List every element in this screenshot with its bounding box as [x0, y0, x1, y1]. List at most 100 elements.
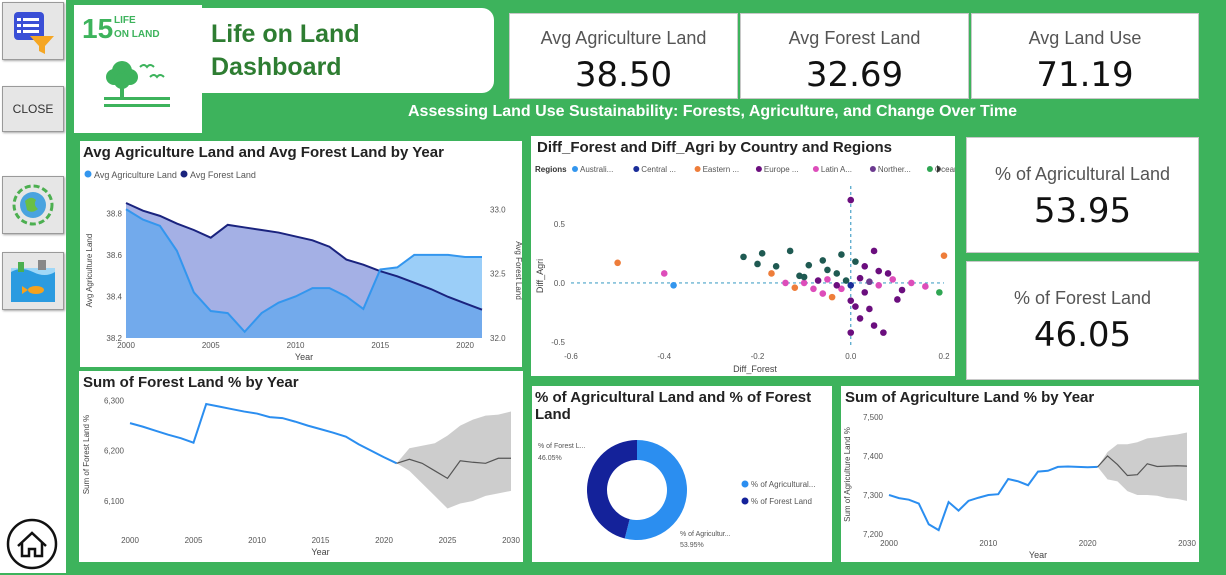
legend-marker: [180, 170, 188, 178]
scatter-point: [898, 286, 906, 294]
subtitle: Assessing Land Use Sustainability: Fores…: [408, 103, 1018, 120]
scatter-point: [758, 250, 766, 257]
x-tick-label: -0.4: [657, 352, 671, 361]
x-tick-label: 0.2: [938, 352, 950, 361]
legend-marker: [926, 166, 933, 172]
scatter-point: [838, 285, 845, 293]
area-chart: Avg Agriculture Land Avg Forest Land 2000 2…: [84, 170, 522, 362]
legend-marker: [741, 497, 749, 505]
kpi-value: 38.50: [574, 55, 673, 95]
legend-label: Avg Agriculture Land: [94, 170, 177, 180]
scatter-point: [875, 267, 883, 275]
y-axis-label: Diff_Agri: [535, 259, 545, 293]
legend-next-arrow: [937, 165, 941, 173]
chart-agri-pct-by-year: Sum of Agriculture Land % by Year 2000 20…: [841, 386, 1199, 562]
data-line: [129, 402, 398, 465]
scatter-point: [791, 284, 799, 291]
y-tick-label: 38.6: [106, 251, 122, 260]
y-axis-label: Sum of Agriculture Land %: [843, 427, 852, 522]
scatter-point: [870, 322, 878, 329]
scatter-point: [861, 289, 869, 296]
home-icon: [6, 518, 58, 570]
y-tick-label: 38.2: [106, 334, 122, 343]
x-tick-label: -0.6: [564, 352, 578, 361]
legend-label: Norther...: [878, 165, 911, 174]
forecast-line: [1097, 455, 1188, 477]
scatter-point: [614, 259, 621, 267]
scatter-point: [922, 283, 929, 290]
x-tick-label: 2020: [456, 341, 474, 350]
legend-label: % of Agricultural...: [751, 480, 815, 489]
scatter-point: [819, 257, 827, 264]
legend-label: Avg Forest Land: [190, 170, 256, 180]
sidebar: CLOSE: [0, 0, 69, 573]
chart-scatter-diff: Diff_Forest and Diff_Agri by Country and…: [531, 136, 955, 376]
y2-tick-label: 32.0: [490, 334, 506, 343]
chart-title: Sum of Forest Land % by Year: [83, 374, 299, 391]
y-tick-label: 7,400: [863, 452, 884, 461]
chart-title: Avg Agriculture Land and Avg Forest Land…: [83, 144, 444, 161]
donut-chart: % of Forest L... 46.05% % of Agricultur...…: [538, 440, 815, 549]
y-axis-label: Sum of Forest Land %: [82, 415, 91, 495]
legend-title: Regions: [535, 165, 567, 174]
globe-nav-button[interactable]: [2, 176, 64, 234]
scatter-point: [940, 252, 948, 259]
scatter-point: [856, 315, 864, 322]
sdg-badge: 15 LIFE ON LAND: [74, 5, 202, 133]
scatter-point: [838, 251, 845, 258]
scatter-point: [936, 289, 943, 296]
kpi-value: 53.95: [1033, 191, 1132, 231]
chart-title: Diff_Forest and Diff_Agri by Country and…: [537, 139, 893, 156]
y-tick-label: 7,500: [863, 413, 884, 422]
legend-label: Oceania: [935, 165, 955, 174]
scatter-point: [894, 296, 901, 303]
y-tick-label: 7,200: [863, 530, 884, 539]
kpi-pct-agricultural: % of Agricultural Land 53.95: [966, 137, 1199, 253]
scatter-point: [824, 276, 831, 283]
kpi-label: % of Agricultural Land: [994, 164, 1171, 184]
agriculture-line: [125, 208, 482, 334]
data-line: [888, 465, 1098, 532]
badge-number: 15: [82, 13, 114, 44]
chart-donut-land-split: % of Agricultural Land and % of Forest L…: [532, 386, 832, 562]
y-axis-label: Avg Agriculture Land: [85, 234, 94, 308]
scatter-point: [819, 290, 827, 297]
legend-label: Eastern ...: [703, 165, 739, 174]
scatter-point: [754, 260, 761, 268]
scatter-point: [866, 278, 873, 286]
home-button[interactable]: [4, 518, 60, 575]
x-tick-label: 2025: [439, 536, 457, 545]
chart-title: % of Agricultural Land and % of Forest L…: [535, 389, 812, 423]
scatter-point: [833, 270, 841, 277]
scatter-point: [852, 258, 859, 265]
x-axis-label: Diff_Forest: [733, 364, 777, 374]
close-button[interactable]: CLOSE: [2, 86, 64, 132]
legend-marker: [812, 166, 819, 172]
donut-slice: [587, 440, 637, 539]
badge-text-line1: LIFE: [114, 15, 136, 26]
y-tick-label: 38.8: [106, 209, 122, 218]
y2-tick-label: 33.0: [490, 205, 506, 214]
filter-panel-button[interactable]: [2, 2, 64, 60]
x-tick-label: 2020: [375, 536, 393, 545]
legend-label: % of Forest Land: [751, 497, 812, 506]
filter-icon: [14, 12, 54, 54]
scatter-chart: Regions Australi... Central ... Eastern ...…: [535, 165, 955, 374]
forecast-line: [396, 457, 511, 480]
scatter-point: [805, 261, 813, 269]
kpi-label: Avg Forest Land: [788, 28, 921, 48]
scatter-point: [670, 281, 677, 289]
line-chart: 2000 2010 2020 2030 7,500 7,400 7,300 7,200 Year…: [843, 413, 1196, 560]
ocean-nav-button[interactable]: [2, 252, 64, 310]
y-tick-label: 6,100: [104, 497, 125, 506]
donut-label: % of Agricultur...: [680, 531, 731, 538]
scatter-point: [908, 279, 915, 287]
scatter-point: [861, 263, 869, 270]
scatter-point: [847, 297, 855, 304]
chart-title: Sum of Agriculture Land % by Year: [845, 389, 1095, 406]
scatter-point: [842, 277, 850, 284]
legend-marker: [755, 166, 762, 172]
x-tick-label: 2005: [185, 536, 203, 545]
x-tick-label: 2010: [248, 536, 266, 545]
kpi-label: Avg Land Use: [1028, 28, 1142, 48]
